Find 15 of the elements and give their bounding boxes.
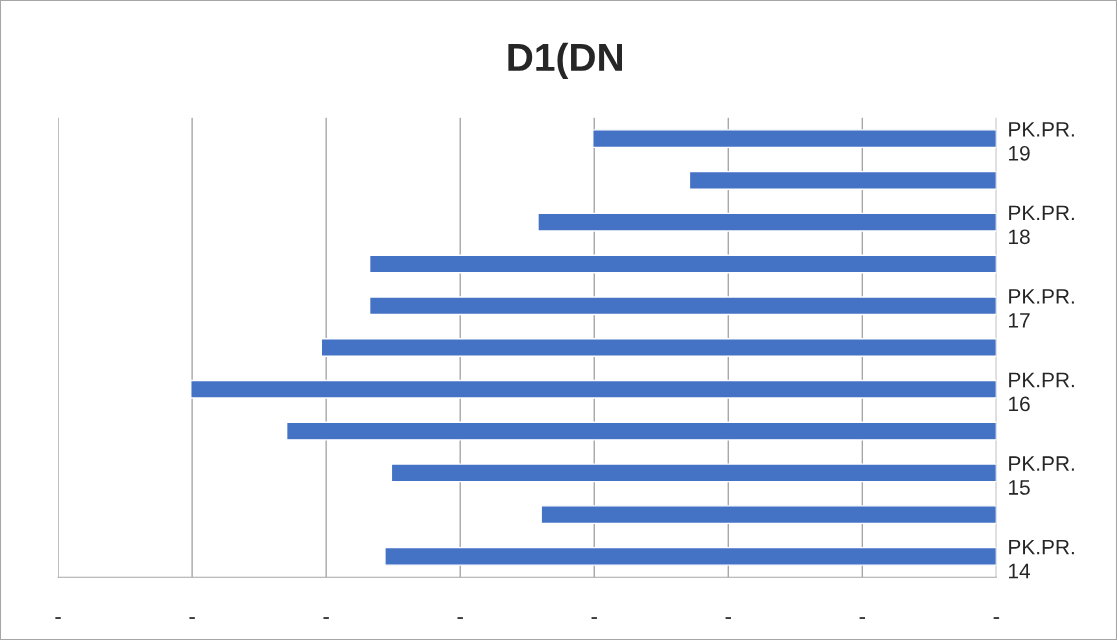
text: - (323, 617, 329, 619)
text: - (993, 617, 1000, 619)
chart-title: D1(DN (508, 42, 622, 79)
text: - (591, 617, 597, 619)
text: - (189, 617, 195, 619)
text: - (859, 617, 866, 619)
y-tick-label: PK.PR. 15 (1009, 456, 1074, 495)
y-tick-label: PK.PR. 18 (1009, 205, 1074, 245)
text: - (55, 617, 61, 619)
y-tick-label: PK.PR. 14 (1009, 539, 1074, 579)
text: - (457, 617, 463, 619)
y-tick-label: PK.PR. 16 (1009, 372, 1074, 412)
text: - (725, 617, 731, 619)
y-tick-label: PK.PR. 17 (1009, 289, 1074, 328)
y-tick-label: PK.PR. 19 (1009, 122, 1074, 161)
